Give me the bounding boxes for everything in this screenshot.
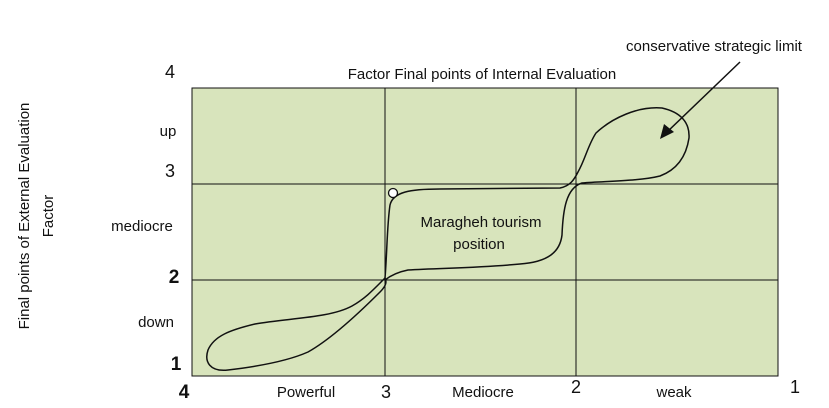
tourism-position-region-lower [206, 277, 387, 371]
top-title: Factor Final points of Internal Evaluati… [348, 66, 616, 83]
arrow-label: conservative strategic limit [626, 38, 803, 55]
y-tick-3: 3 [165, 161, 175, 181]
annotation-arrow-head [660, 124, 674, 139]
x-tick-4: 4 [179, 382, 190, 403]
x-tick-2: 2 [571, 377, 581, 397]
matrix-area [191, 87, 779, 377]
x-tick-1: 1 [790, 377, 800, 397]
marker-circle [387, 187, 399, 199]
region-label-line2: position [453, 236, 505, 253]
y-tick-2: 2 [169, 267, 180, 288]
tourism-position-region-upper [384, 107, 690, 281]
y-tick-1: 1 [171, 354, 182, 375]
x-zone-label-mediocre: Mediocre [452, 384, 514, 401]
y-tick-4: 4 [165, 62, 175, 82]
annotation-arrow-shaft [665, 61, 741, 134]
matrix-grid [192, 88, 778, 376]
left-title: Final points of External Evaluation Fact… [16, 103, 57, 330]
x-zone-label-powerful: Powerful [277, 384, 335, 401]
left-title-line1: Final points of External Evaluation [16, 103, 33, 330]
y-zone-label-up: up [160, 123, 177, 140]
region-label-line1: Maragheh tourism [421, 214, 542, 231]
left-title-line2: Factor [40, 195, 57, 238]
x-zone-label-weak: weak [655, 384, 692, 401]
x-tick-3: 3 [381, 382, 391, 402]
y-zone-label-down: down [138, 314, 174, 331]
y-zone-label-mediocre: mediocre [111, 218, 173, 235]
